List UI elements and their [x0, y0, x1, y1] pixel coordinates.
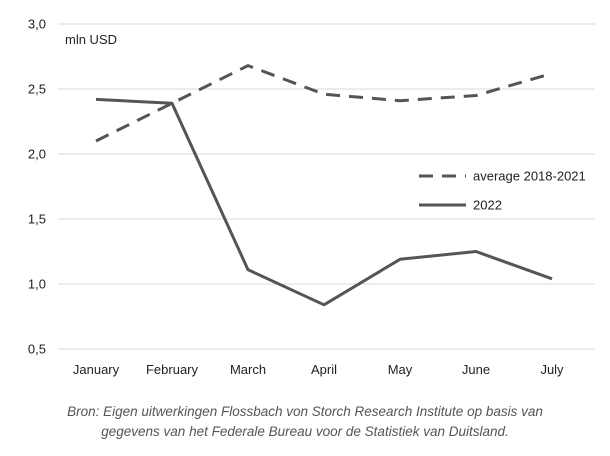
- x-tick-label: July: [540, 362, 564, 377]
- y-tick-label: 3,0: [28, 17, 46, 32]
- x-tick-label: April: [311, 362, 337, 377]
- series-line-1: [95, 64, 553, 143]
- y-tick-label: 2,0: [28, 147, 46, 162]
- y-tick-label: 1,0: [28, 277, 46, 292]
- y-tick-label: 0,5: [28, 342, 46, 357]
- series-line-2: [95, 97, 553, 307]
- legend-label-1: average 2018-2021: [473, 169, 586, 184]
- source-note: Bron: Eigen uitwerkingen Flossbach von S…: [0, 402, 610, 442]
- x-tick-label: June: [462, 362, 490, 377]
- y-tick-label: 2,5: [28, 82, 46, 97]
- x-tick-label: March: [230, 362, 266, 377]
- legend-label-2: 2022: [473, 198, 502, 213]
- line-chart: 0,5 1,0 1,5 2,0 2,5 3,0 mln USD January February…: [28, 17, 595, 377]
- source-note-line-1: Bron: Eigen uitwerkingen Flossbach von S…: [67, 404, 543, 419]
- x-tick-label: January: [73, 362, 120, 377]
- x-tick-label: May: [388, 362, 413, 377]
- y-tick-label: 1,5: [28, 212, 46, 227]
- y-unit-label: mln USD: [65, 32, 117, 47]
- x-tick-label: February: [146, 362, 199, 377]
- source-note-line-2: gegevens van het Federale Bureau voor de…: [101, 424, 509, 439]
